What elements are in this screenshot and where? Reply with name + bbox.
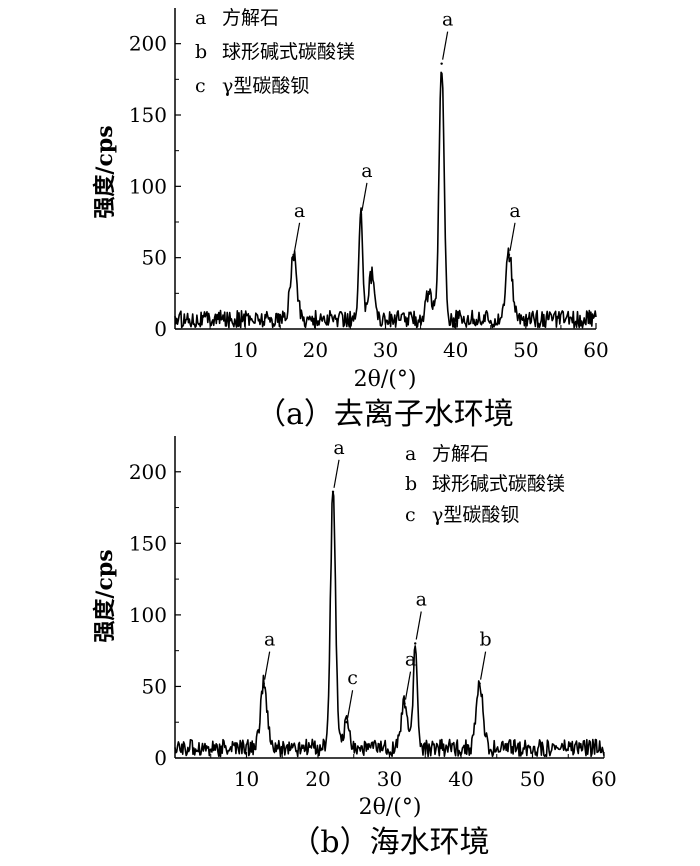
- plot-area: 0 50 100 150 200 10 20 30 40 50 60 a a a a: [129, 8, 609, 362]
- x-tick-label: 50: [520, 767, 545, 791]
- peak-label: c: [347, 667, 358, 689]
- peak-leader-line: [404, 671, 412, 700]
- peak-label: a: [294, 200, 305, 222]
- peak-point: [359, 213, 363, 217]
- legend-key-a: a: [195, 7, 206, 29]
- peak-leader-line: [293, 222, 301, 251]
- peak-leader-line: [361, 182, 368, 211]
- peak-leader-line: [442, 31, 449, 60]
- x-axis-label: 2θ/(°): [354, 367, 417, 392]
- y-axis-label: 强度/cps: [92, 549, 118, 642]
- y-tick-label: 100: [129, 603, 167, 627]
- legend-key-a: a: [405, 443, 416, 465]
- peak-point: [292, 253, 295, 257]
- peak-point: [370, 273, 373, 276]
- y-tick-label: 200: [129, 460, 167, 484]
- x-tick-label: 40: [443, 338, 468, 362]
- peak-label: a: [405, 649, 416, 671]
- x-tick-label: 30: [377, 767, 402, 791]
- x-tick-label: 10: [232, 338, 257, 362]
- peak-point: [403, 702, 406, 705]
- x-axis-label: 2θ/(°): [359, 795, 422, 820]
- legend-label-b: 球形碱式碳酸镁: [222, 41, 355, 63]
- x-tick-label: 30: [373, 338, 398, 362]
- y-tick-label: 150: [129, 531, 167, 555]
- peak-label: b: [480, 629, 492, 651]
- y-tick-label: 0: [154, 317, 167, 341]
- peak-leader-line: [509, 222, 516, 251]
- peak-point: [507, 253, 511, 257]
- legend: a 方解石 b 球形碱式碳酸镁 c γ型碳酸钡: [405, 443, 565, 526]
- x-tick-label: 60: [591, 767, 616, 791]
- peak-label: a: [333, 437, 344, 459]
- x-tick-label: 20: [305, 767, 330, 791]
- x-tick-label: 20: [303, 338, 328, 362]
- peak-point: [414, 642, 417, 645]
- series-line: [174, 71, 597, 329]
- chart-panel-a: 0 50 100 150 200 10 20 30 40 50 60 a a a a a 方解石 b 球形碱…: [92, 7, 609, 432]
- x-tick-label: 10: [234, 767, 259, 791]
- peak-leader-line: [264, 651, 271, 680]
- caption: （b）海水环境: [290, 825, 489, 860]
- y-tick-label: 100: [129, 174, 167, 198]
- peak-point: [478, 682, 481, 685]
- peak-point: [440, 62, 443, 65]
- peak-leader-line: [333, 459, 340, 488]
- y-tick-label: 150: [129, 103, 167, 127]
- peak-leader-line: [415, 611, 422, 640]
- y-axis-label: 强度/cps: [92, 125, 118, 218]
- peak-label: a: [442, 9, 453, 31]
- legend: a 方解石 b 球形碱式碳酸镁 c γ型碳酸钡: [195, 7, 355, 97]
- legend-key-c: c: [195, 75, 206, 97]
- peak-leader-line: [347, 690, 354, 719]
- caption: （a）去离子水环境: [256, 397, 514, 432]
- legend-label-a: 方解石: [432, 443, 489, 465]
- y-tick-label: 50: [142, 674, 167, 698]
- legend-label-b: 球形碱式碳酸镁: [432, 473, 565, 495]
- peak-point: [345, 721, 348, 724]
- legend-key-b: b: [405, 473, 417, 495]
- peak-point: [331, 490, 335, 494]
- series-line: [174, 490, 605, 758]
- peak-point: [427, 290, 431, 294]
- x-tick-label: 40: [448, 767, 473, 791]
- peak-point: [262, 682, 265, 685]
- legend-label-c: γ型碳酸钡: [222, 75, 309, 97]
- peak-label: a: [416, 589, 427, 611]
- legend-key-b: b: [195, 41, 207, 63]
- peak-label: a: [361, 160, 372, 182]
- peak-leader-line: [479, 651, 487, 680]
- peak-label: a: [264, 629, 275, 651]
- x-tick-label: 60: [583, 338, 608, 362]
- peak-label: a: [509, 200, 520, 222]
- y-tick-label: 200: [129, 32, 167, 56]
- y-tick-label: 50: [142, 246, 167, 270]
- y-tick-label: 0: [154, 746, 167, 770]
- legend-label-a: 方解石: [222, 7, 279, 29]
- x-tick-label: 50: [513, 338, 538, 362]
- legend-label-c: γ型碳酸钡: [432, 504, 519, 526]
- legend-key-c: c: [405, 504, 416, 526]
